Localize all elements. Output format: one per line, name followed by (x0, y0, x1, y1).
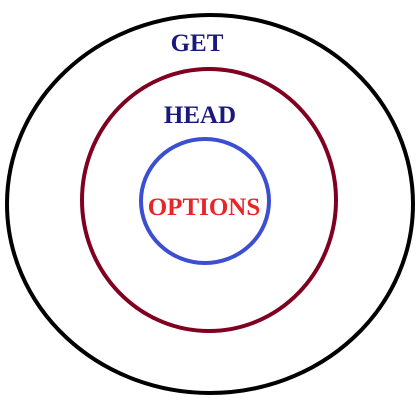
middle-ring-head (80, 67, 338, 333)
outer-ring-get (5, 13, 415, 395)
label-get: GET (171, 30, 224, 57)
inner-ring-options (139, 137, 271, 265)
label-options: OPTIONS (148, 194, 261, 221)
label-head: HEAD (164, 102, 236, 129)
